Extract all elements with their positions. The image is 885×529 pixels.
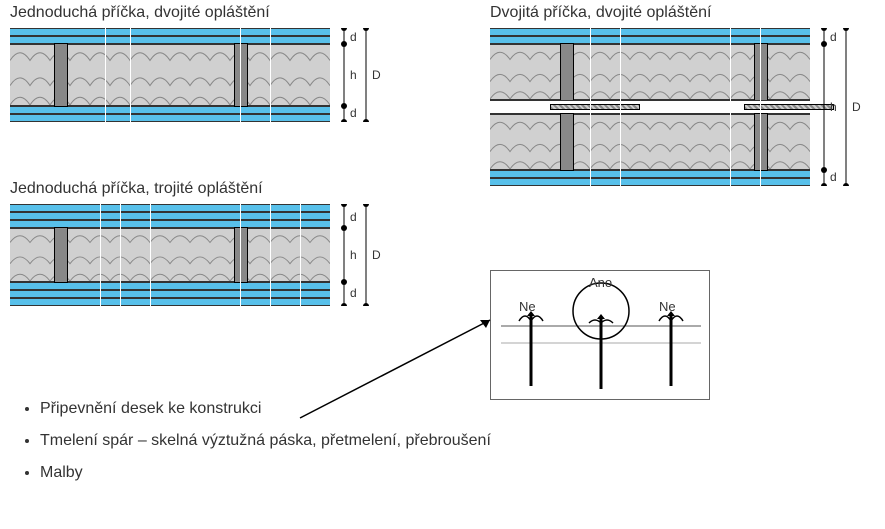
dimension-column: d h d D <box>336 28 384 122</box>
diagram-single-double: d h d D <box>10 28 330 122</box>
board-layer <box>490 170 810 178</box>
dim-label-d: d <box>350 286 357 300</box>
stud-profile-icon <box>560 43 574 101</box>
dimension-column: d h d D <box>336 204 384 306</box>
insulation-layer <box>10 44 330 106</box>
stud-profile-icon <box>560 113 574 171</box>
dimension-column: d h d D <box>816 28 864 186</box>
dim-label-d: d <box>350 30 357 44</box>
insulation-layer <box>490 114 810 170</box>
section-double-double: Dvojitá příčka, dvojité opláštění <box>490 4 810 186</box>
dim-label-h: h <box>350 248 357 262</box>
dim-label-h: h <box>830 100 837 114</box>
section-title: Dvojitá příčka, dvojité opláštění <box>490 4 810 22</box>
bullet-list: Připevnění desek ke konstrukci Tmelení s… <box>20 400 491 496</box>
board-layer <box>10 114 330 122</box>
dim-label-d: d <box>830 170 837 184</box>
stud-profile-icon <box>754 43 768 101</box>
board-layer <box>10 298 330 306</box>
board-layer <box>10 28 330 36</box>
insulation-layer <box>490 44 810 100</box>
bullet-item: Malby <box>40 464 491 482</box>
screw-detail-box: Ne Ano Ne <box>490 270 710 400</box>
dim-label-d: d <box>350 210 357 224</box>
dim-label-total: D <box>372 248 381 262</box>
board-layer <box>10 212 330 220</box>
screw-label-yes: Ano <box>589 275 612 290</box>
bullet-item: Připevnění desek ke konstrukci <box>40 400 491 418</box>
board-layer <box>10 290 330 298</box>
insulation-layer <box>10 228 330 282</box>
section-title: Jednoduchá příčka, dvojité opláštění <box>10 4 330 22</box>
board-layer <box>10 106 330 114</box>
board-layer <box>490 178 810 186</box>
screw-detail-icon <box>491 271 711 401</box>
section-single-triple: Jednoduchá příčka, trojité opláštění <box>10 180 330 306</box>
stud-profile-icon <box>234 43 248 107</box>
dim-label-total: D <box>372 68 381 82</box>
acoustic-strip <box>550 104 640 110</box>
board-layer <box>10 204 330 212</box>
dim-label-total: D <box>852 100 861 114</box>
board-layer <box>490 28 810 36</box>
diagram-double-double: d h d D <box>490 28 810 186</box>
board-layer <box>10 282 330 290</box>
bullet-item: Tmelení spár – skelná výztužná páska, př… <box>40 432 491 450</box>
screw-label-no: Ne <box>659 299 676 314</box>
stud-profile-icon <box>54 227 68 283</box>
stud-profile-icon <box>234 227 248 283</box>
diagram-single-triple: d h d D <box>10 204 330 306</box>
board-joint <box>130 28 131 122</box>
section-title: Jednoduchá příčka, trojité opláštění <box>10 180 330 198</box>
gap-layer <box>490 100 810 114</box>
section-single-double: Jednoduchá příčka, dvojité opláštění <box>10 4 330 122</box>
screw-label-no: Ne <box>519 299 536 314</box>
dim-label-d: d <box>830 30 837 44</box>
board-joint <box>240 28 241 122</box>
board-joint <box>270 28 271 122</box>
dim-label-h: h <box>350 68 357 82</box>
stud-profile-icon <box>754 113 768 171</box>
dim-label-d: d <box>350 106 357 120</box>
board-joint <box>105 28 106 122</box>
stud-profile-icon <box>54 43 68 107</box>
